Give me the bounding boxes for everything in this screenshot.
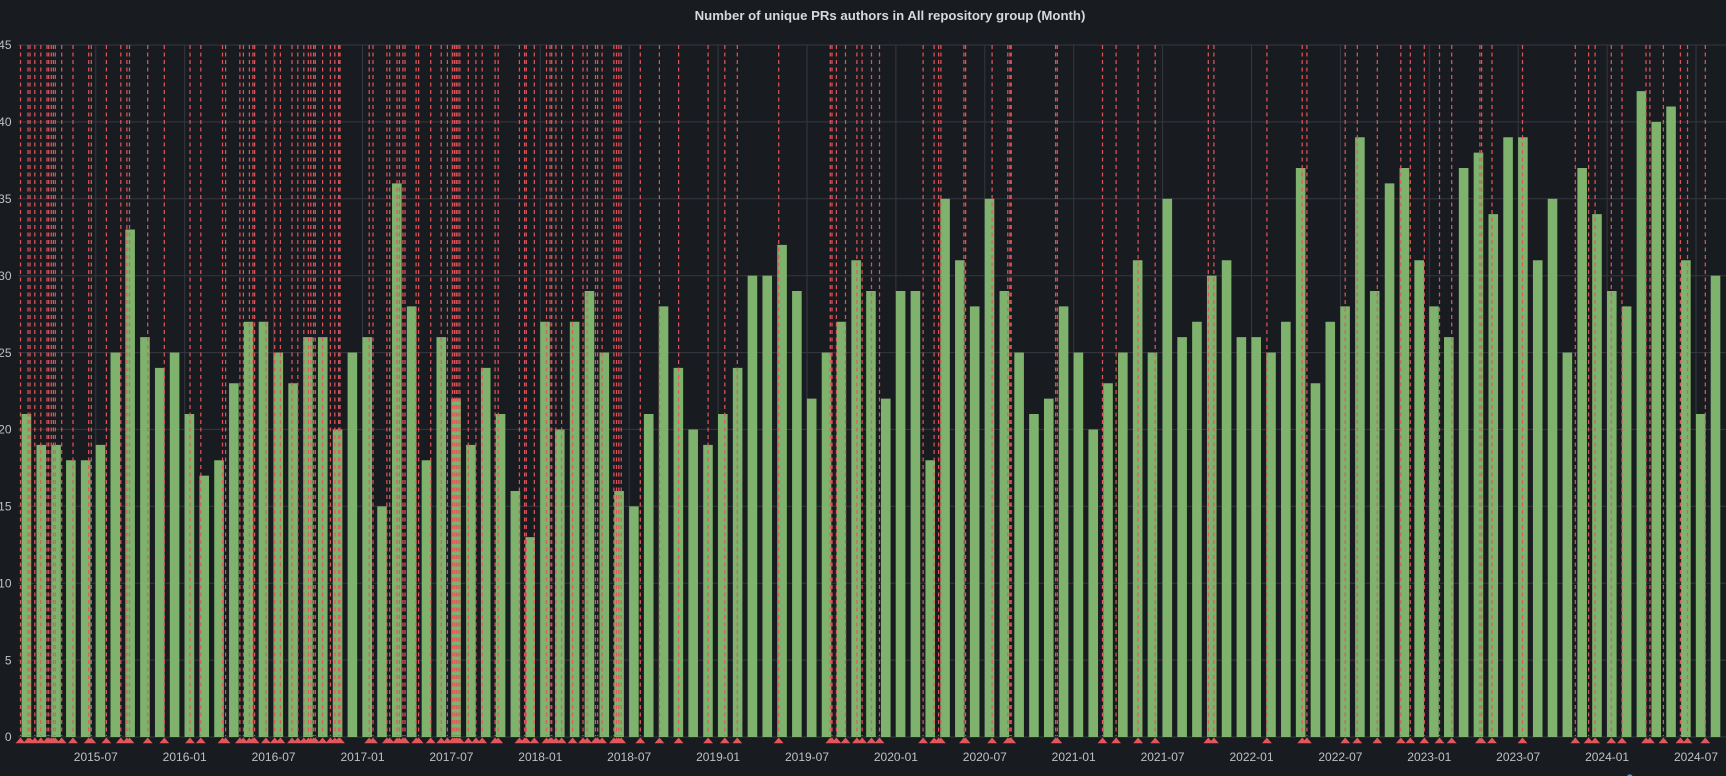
- svg-text:2016-01: 2016-01: [163, 750, 207, 764]
- svg-text:40: 40: [0, 115, 12, 129]
- svg-text:10: 10: [0, 576, 12, 590]
- svg-text:20: 20: [0, 423, 12, 437]
- svg-text:5: 5: [5, 653, 12, 667]
- svg-text:2020-07: 2020-07: [963, 750, 1007, 764]
- svg-text:2020-01: 2020-01: [874, 750, 918, 764]
- svg-text:15: 15: [0, 500, 12, 514]
- svg-text:2022-07: 2022-07: [1318, 750, 1362, 764]
- svg-text:2021-07: 2021-07: [1141, 750, 1185, 764]
- svg-text:30: 30: [0, 269, 12, 283]
- svg-text:0: 0: [5, 730, 12, 744]
- svg-text:2022-01: 2022-01: [1229, 750, 1273, 764]
- svg-text:2023-07: 2023-07: [1496, 750, 1540, 764]
- svg-text:2024-01: 2024-01: [1585, 750, 1629, 764]
- svg-text:2024-07: 2024-07: [1674, 750, 1718, 764]
- svg-text:2018-01: 2018-01: [518, 750, 562, 764]
- svg-text:Number of unique PRs authors i: Number of unique PRs authors in All repo…: [695, 8, 1086, 23]
- svg-text:2017-07: 2017-07: [429, 750, 473, 764]
- svg-text:2019-07: 2019-07: [785, 750, 829, 764]
- svg-text:2019-01: 2019-01: [696, 750, 740, 764]
- svg-text:2021-01: 2021-01: [1052, 750, 1096, 764]
- svg-text:25: 25: [0, 346, 12, 360]
- svg-text:2023-01: 2023-01: [1407, 750, 1451, 764]
- svg-text:2016-07: 2016-07: [252, 750, 296, 764]
- svg-text:2015-07: 2015-07: [74, 750, 118, 764]
- svg-text:2017-01: 2017-01: [340, 750, 384, 764]
- svg-text:45: 45: [0, 38, 12, 52]
- svg-text:2018-07: 2018-07: [607, 750, 651, 764]
- svg-text:35: 35: [0, 192, 12, 206]
